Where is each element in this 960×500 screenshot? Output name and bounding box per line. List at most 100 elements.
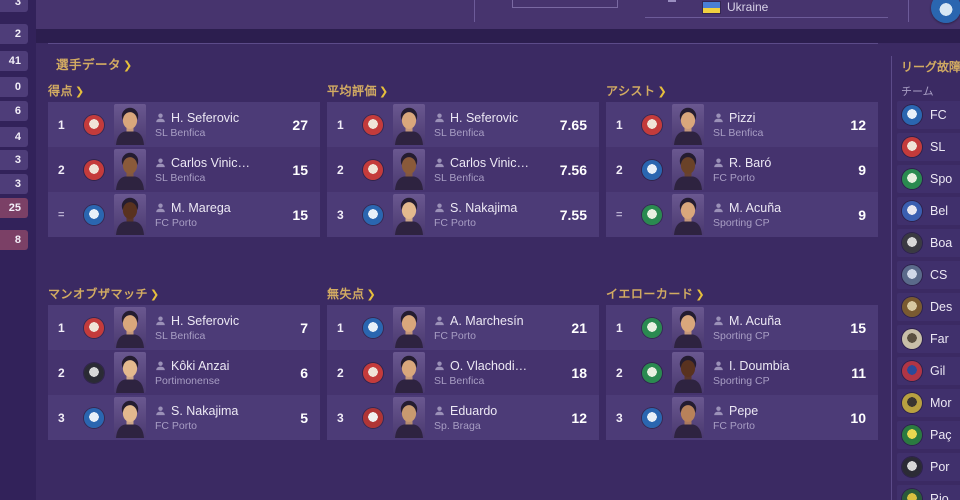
player-name[interactable]: A. Marchesín bbox=[450, 313, 524, 328]
stat-row[interactable]: 3 Pepe FC Porto 10 bbox=[606, 395, 878, 440]
stat-row[interactable]: 2 O. Vlachodi… SL Benfica 18 bbox=[327, 350, 599, 395]
player-photo bbox=[672, 397, 704, 438]
rank-label: 1 bbox=[616, 117, 623, 132]
stat-value: 7.65 bbox=[559, 116, 587, 133]
left-stat-value[interactable]: 3 bbox=[0, 150, 28, 170]
stat-row[interactable]: 3 S. Nakajima FC Porto 7.55 bbox=[327, 192, 599, 237]
stat-row[interactable]: 1 H. Seferovic SL Benfica 7.65 bbox=[327, 102, 599, 147]
benfica-crest-icon bbox=[84, 114, 104, 135]
chevron-right-icon: ❯ bbox=[123, 60, 133, 72]
player-name[interactable]: Kôki Anzai bbox=[171, 358, 230, 373]
sidebar-team-row[interactable]: Far bbox=[897, 325, 960, 353]
sidebar-team-row[interactable]: FC bbox=[897, 101, 960, 129]
player-text-block: H. Seferovic SL Benfica bbox=[155, 314, 300, 342]
stat-row[interactable]: 3 Eduardo Sp. Braga 12 bbox=[327, 395, 599, 440]
sidebar-team-row[interactable]: Rio bbox=[897, 485, 960, 500]
player-text-block: M. Marega FC Porto bbox=[155, 201, 292, 229]
stat-panel-header[interactable]: 平均評価 ❯ bbox=[327, 82, 599, 102]
left-stat-value[interactable]: 41 bbox=[0, 51, 28, 71]
stat-row[interactable]: 1 H. Seferovic SL Benfica 27 bbox=[48, 102, 320, 147]
rank-label: 2 bbox=[616, 162, 623, 177]
player-name[interactable]: H. Seferovic bbox=[171, 313, 240, 328]
team-crest-icon bbox=[902, 265, 922, 285]
stat-row[interactable]: 1 Pizzi SL Benfica 12 bbox=[606, 102, 878, 147]
left-stat-value[interactable]: 4 bbox=[0, 127, 28, 147]
player-name[interactable]: R. Baró bbox=[729, 155, 772, 170]
player-name[interactable]: S. Nakajima bbox=[450, 200, 518, 215]
porto-crest-icon bbox=[363, 204, 383, 225]
stat-row[interactable]: 1 M. Acuña Sporting CP 15 bbox=[606, 305, 878, 350]
player-name[interactable]: S. Nakajima bbox=[171, 403, 239, 418]
stat-value: 15 bbox=[850, 319, 866, 336]
player-name[interactable]: M. Acuña bbox=[729, 200, 782, 215]
player-name[interactable]: Eduardo bbox=[450, 403, 498, 418]
nation-label[interactable]: Ukraine bbox=[727, 0, 769, 14]
sidebar-team-row[interactable]: CS bbox=[897, 261, 960, 289]
stat-row[interactable]: = M. Marega FC Porto 15 bbox=[48, 192, 320, 237]
stat-row[interactable]: 2 R. Baró FC Porto 9 bbox=[606, 147, 878, 192]
player-person-icon bbox=[435, 113, 444, 123]
player-name[interactable]: Carlos Vinic… bbox=[450, 155, 529, 170]
club-name: FC Porto bbox=[434, 329, 477, 342]
left-stat-value[interactable]: 3 bbox=[0, 0, 28, 12]
player-name[interactable]: H. Seferovic bbox=[171, 110, 240, 125]
sidebar-team-row[interactable]: SL bbox=[897, 133, 960, 161]
stat-row[interactable]: 3 S. Nakajima FC Porto 5 bbox=[48, 395, 320, 440]
ukraine-flag-icon bbox=[703, 2, 720, 13]
player-text-block: H. Seferovic SL Benfica bbox=[155, 111, 292, 139]
sidebar-title[interactable]: リーグ故障 bbox=[901, 58, 960, 75]
sidebar-team-row[interactable]: Spo bbox=[897, 165, 960, 193]
player-name[interactable]: M. Marega bbox=[171, 200, 231, 215]
stat-row[interactable]: 1 A. Marchesín FC Porto 21 bbox=[327, 305, 599, 350]
stat-value: 15 bbox=[292, 161, 308, 178]
sidebar-team-row[interactable]: Bel bbox=[897, 197, 960, 225]
stat-row[interactable]: 2 Kôki Anzai Portimonense 6 bbox=[48, 350, 320, 395]
player-name[interactable]: I. Doumbia bbox=[729, 358, 790, 373]
stat-value: 9 bbox=[858, 206, 866, 223]
player-name[interactable]: M. Acuña bbox=[729, 313, 782, 328]
club-name: SL Benfica bbox=[434, 171, 485, 184]
left-stat-value[interactable]: 6 bbox=[0, 101, 28, 121]
stat-panel-header[interactable]: アシスト ❯ bbox=[606, 82, 878, 102]
stat-row[interactable]: 1 H. Seferovic SL Benfica 7 bbox=[48, 305, 320, 350]
stat-panel-header[interactable]: 得点 ❯ bbox=[48, 82, 320, 102]
player-name[interactable]: Pepe bbox=[729, 403, 759, 418]
left-stat-value[interactable]: 2 bbox=[0, 24, 28, 44]
stat-row[interactable]: 2 I. Doumbia Sporting CP 11 bbox=[606, 350, 878, 395]
sidebar-team-row[interactable]: Gil bbox=[897, 357, 960, 385]
player-photo bbox=[393, 307, 425, 348]
stat-row[interactable]: 2 Carlos Vinic… SL Benfica 15 bbox=[48, 147, 320, 192]
player-photo bbox=[672, 149, 704, 190]
section-title-player-data[interactable]: 選手データ ❯ bbox=[56, 54, 133, 73]
stat-row[interactable]: = M. Acuña Sporting CP 9 bbox=[606, 192, 878, 237]
stat-panel-header[interactable]: マンオブザマッチ ❯ bbox=[48, 285, 320, 305]
porto-crest-icon bbox=[363, 317, 383, 338]
sidebar-team-row[interactable]: Paç bbox=[897, 421, 960, 449]
stat-value: 18 bbox=[571, 364, 587, 381]
player-name[interactable]: Carlos Vinic… bbox=[171, 155, 250, 170]
sidebar-team-row[interactable]: Des bbox=[897, 293, 960, 321]
rank-label: 2 bbox=[337, 162, 344, 177]
stat-panel-header[interactable]: イエローカード ❯ bbox=[606, 285, 878, 305]
left-stat-value[interactable]: 25 bbox=[0, 198, 28, 218]
stat-panel-header[interactable]: 無失点 ❯ bbox=[327, 285, 599, 305]
left-stat-value[interactable]: 0 bbox=[0, 77, 28, 97]
stat-panel: 得点 ❯ 1 H. Seferovic SL Benfica 27 2 Carlos Vini… bbox=[48, 82, 320, 237]
club-name: Sporting CP bbox=[713, 216, 770, 229]
player-person-icon bbox=[714, 203, 723, 213]
sidebar-team-row[interactable]: Boa bbox=[897, 229, 960, 257]
club-name: Sp. Braga bbox=[434, 419, 481, 432]
sidebar-team-row[interactable]: Mor bbox=[897, 389, 960, 417]
stat-panel: 無失点 ❯ 1 A. Marchesín FC Porto 21 2 O. Vlachodi…… bbox=[327, 285, 599, 440]
player-name[interactable]: O. Vlachodi… bbox=[450, 358, 528, 373]
sporting-crest-icon bbox=[642, 362, 662, 383]
sidebar-team-row[interactable]: Por bbox=[897, 453, 960, 481]
benfica-crest-icon bbox=[642, 114, 662, 135]
left-stat-value[interactable]: 3 bbox=[0, 174, 28, 194]
stat-row[interactable]: 2 Carlos Vinic… SL Benfica 7.56 bbox=[327, 147, 599, 192]
player-name[interactable]: Pizzi bbox=[729, 110, 756, 125]
fc-porto-badge-icon[interactable] bbox=[931, 0, 960, 23]
left-stat-value[interactable]: 8 bbox=[0, 230, 28, 250]
player-photo bbox=[672, 352, 704, 393]
player-name[interactable]: H. Seferovic bbox=[450, 110, 519, 125]
